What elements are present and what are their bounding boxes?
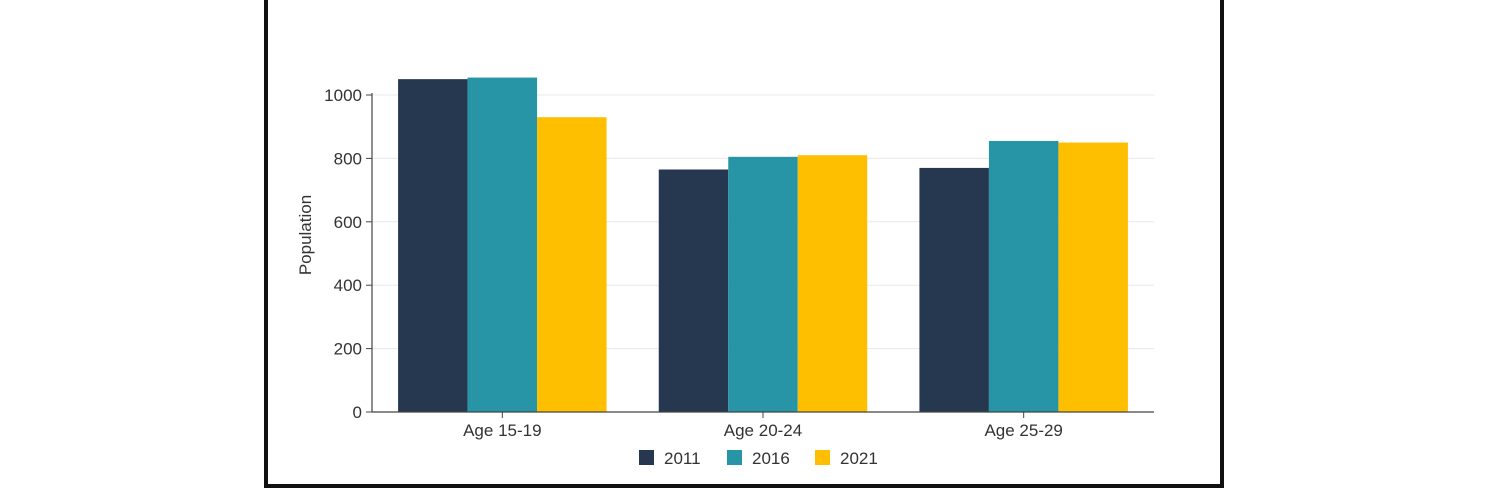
legend-swatch — [639, 450, 654, 465]
y-tick-label: 200 — [334, 340, 362, 359]
x-tick-label: Age 20-24 — [724, 421, 802, 440]
bar — [797, 155, 868, 413]
x-tick-label: Age 15-19 — [463, 421, 541, 440]
bar — [1058, 142, 1128, 413]
y-tick-label: 600 — [334, 213, 362, 232]
bars — [398, 77, 1128, 413]
bar-chart: 0 200 400 600 800 1000 Age 15-19 Age 20-24 Age 2… — [296, 77, 1154, 468]
axes: 0 200 400 600 800 1000 Age 15-19 Age 20-24 Age 2… — [324, 86, 1154, 440]
legend-label: 2021 — [840, 449, 878, 468]
legend-label: 2016 — [752, 449, 790, 468]
y-axis-title: Population — [296, 195, 315, 275]
x-tick-label: Age 25-29 — [984, 421, 1062, 440]
y-tick-label: 0 — [353, 403, 362, 422]
bar — [919, 167, 989, 412]
legend-label: 2011 — [664, 449, 701, 468]
legend-swatch — [727, 450, 742, 465]
bar — [728, 156, 798, 412]
y-tick-label: 800 — [334, 149, 362, 168]
legend-swatch — [815, 450, 830, 465]
legend: 2011 2016 2021 — [639, 449, 878, 468]
y-tick-label: 1000 — [324, 86, 362, 105]
y-tick-label: 400 — [334, 276, 362, 295]
bar — [988, 140, 1059, 412]
bar — [658, 169, 729, 412]
bar — [398, 79, 468, 413]
bar — [537, 117, 607, 412]
bar — [467, 77, 538, 412]
